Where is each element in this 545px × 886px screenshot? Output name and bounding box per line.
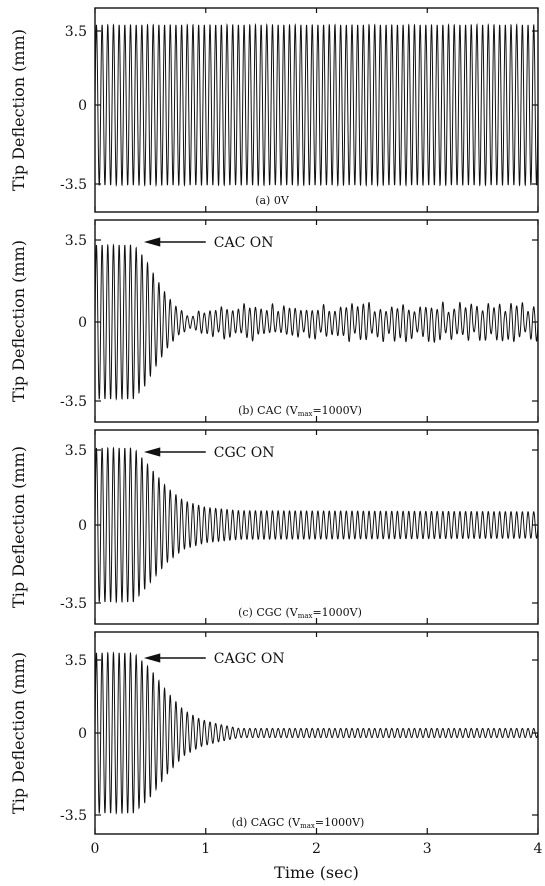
panel-caption: (a) 0V <box>255 194 290 207</box>
series-line <box>94 22 539 188</box>
series-line <box>94 446 539 604</box>
y-tick-label: 0 <box>78 518 87 534</box>
y-axis-label: Tip Deflection (mm) <box>9 240 28 402</box>
panel-caption: (c) CGC (Vmax=1000V) <box>238 606 362 620</box>
y-tick-label: -3.5 <box>60 596 87 612</box>
y-tick-label: -3.5 <box>60 177 87 193</box>
panel-b: 3.5 0 -3.5 Tip Deflection (mm) (b) CAC (Vmax… <box>9 219 539 423</box>
annotation-arrowhead <box>143 653 161 663</box>
annotation-label: CAC ON <box>214 235 274 251</box>
x-axis-label: Time (sec) <box>274 863 359 882</box>
x-tick-label: 2 <box>312 841 321 857</box>
x-tick-label: 0 <box>91 841 100 857</box>
y-axis-label: Tip Deflection (mm) <box>9 446 28 608</box>
series-line <box>94 651 539 815</box>
panel-caption: (b) CAC (Vmax=1000V) <box>238 404 362 418</box>
x-tick-label: 3 <box>423 841 432 857</box>
y-tick-label: 0 <box>78 315 87 331</box>
y-tick-label: -3.5 <box>60 808 87 824</box>
y-tick-label: 3.5 <box>65 443 87 459</box>
y-tick-label: 0 <box>78 726 87 742</box>
series-line <box>94 243 539 401</box>
x-tick-label: 1 <box>201 841 210 857</box>
y-tick-label: 3.5 <box>65 24 87 40</box>
panel-d: 3.5 0 -3.5 0 1 2 3 4 Tip Deflection (mm) (d) CAGC… <box>9 631 543 882</box>
y-axis-label: Tip Deflection (mm) <box>9 652 28 814</box>
y-tick-label: 3.5 <box>65 653 87 669</box>
panel-c: 3.5 0 -3.5 Tip Deflection (mm) (c) CGC (Vmax… <box>9 429 539 625</box>
y-tick-label: 3.5 <box>65 233 87 249</box>
panel-a: 3.5 0 -3.5 Tip Deflection (mm) (a) 0V <box>9 7 539 213</box>
y-axis-label: Tip Deflection (mm) <box>9 29 28 191</box>
annotation-label: CGC ON <box>214 445 275 461</box>
y-tick-label: 0 <box>78 98 87 114</box>
x-tick-label: 4 <box>534 841 543 857</box>
annotation-arrowhead <box>143 237 161 247</box>
panel-caption: (d) CAGC (Vmax=1000V) <box>232 816 365 830</box>
y-tick-label: -3.5 <box>60 394 87 410</box>
annotation-label: CAGC ON <box>214 651 285 667</box>
annotation-arrowhead <box>143 447 161 457</box>
